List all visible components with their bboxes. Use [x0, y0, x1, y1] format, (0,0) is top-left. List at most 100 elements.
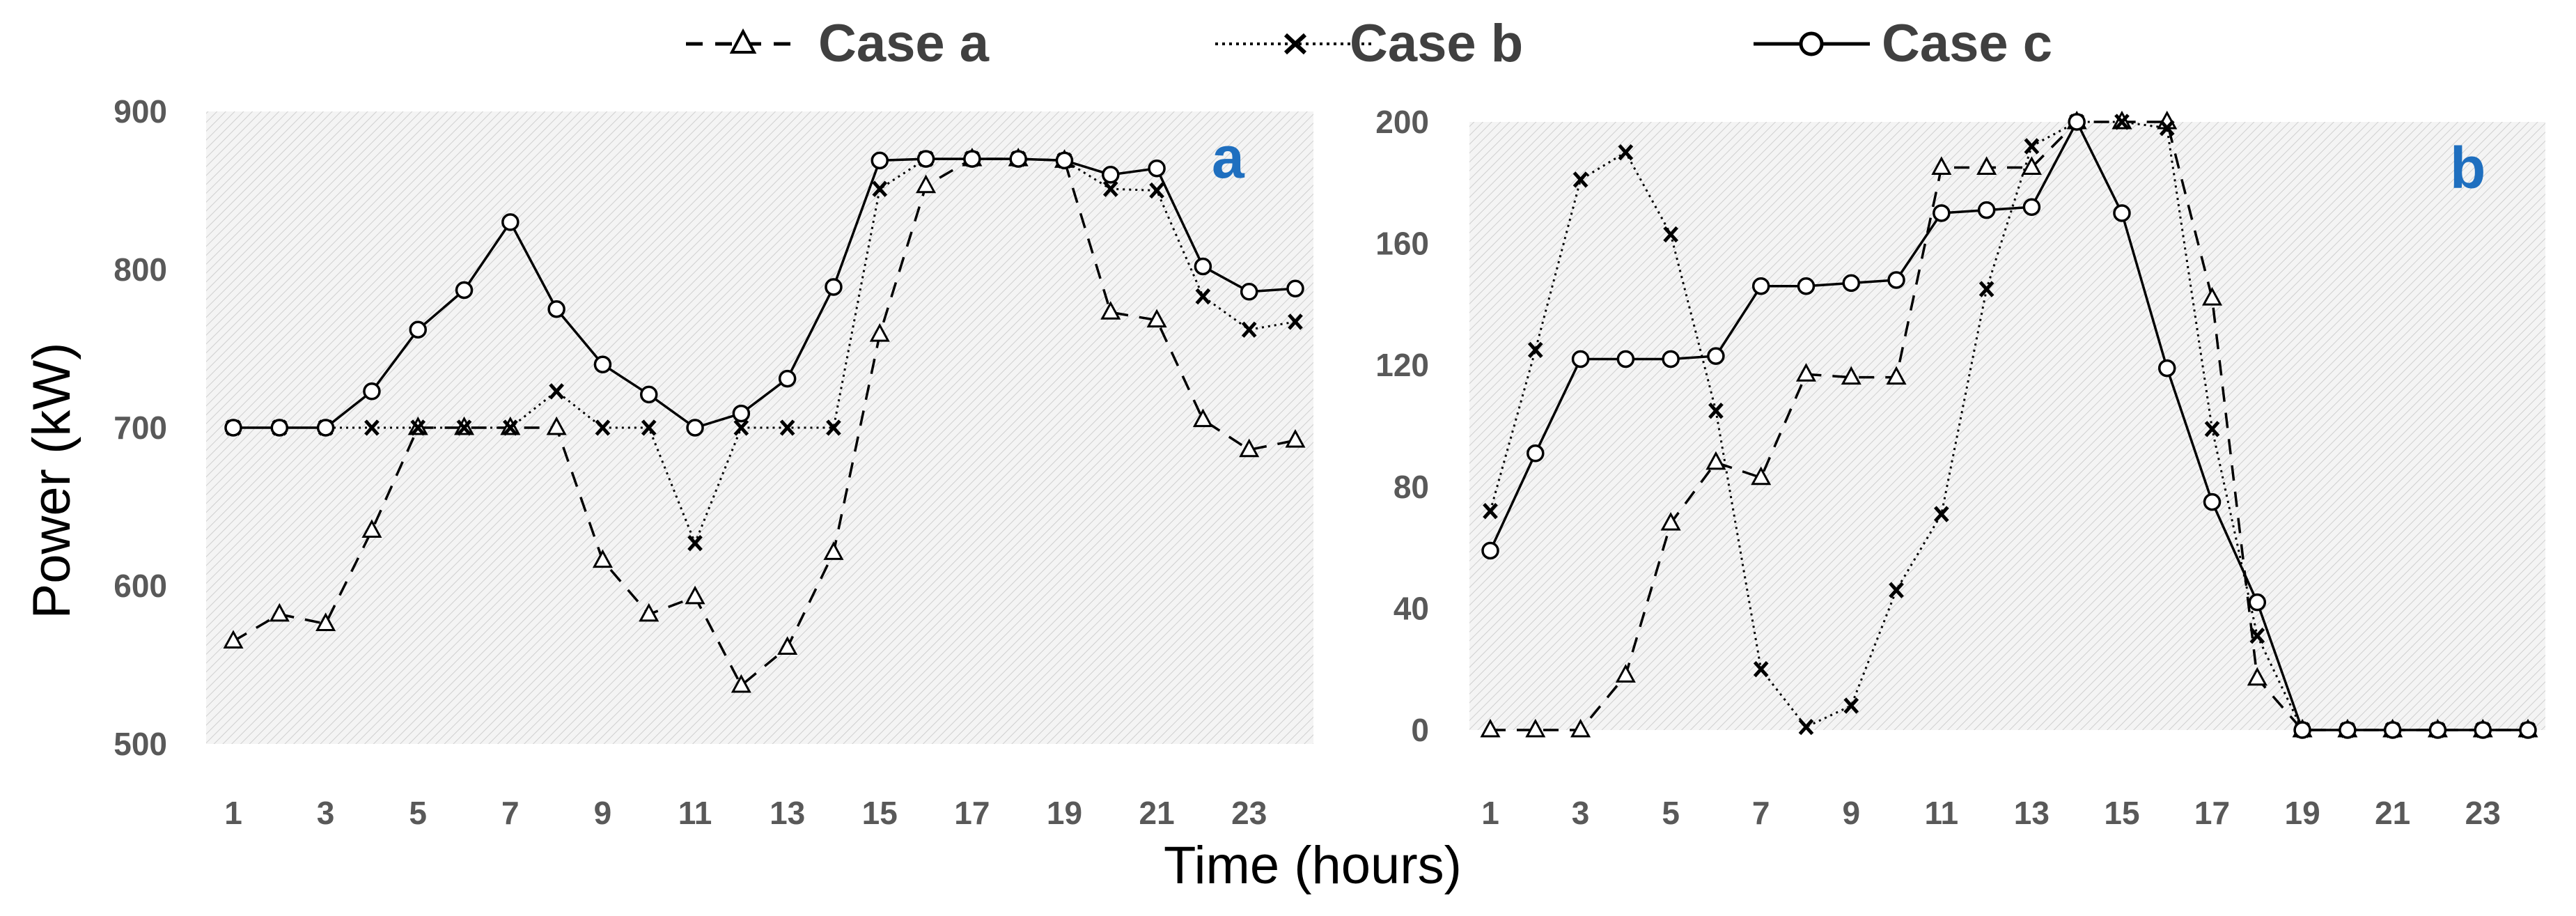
x-tick-label: 21: [1139, 795, 1175, 831]
y-tick-label: 40: [1394, 590, 1429, 626]
data-point-case-c: [1751, 277, 1770, 295]
data-point-case-c: [2248, 593, 2267, 612]
data-point-case-b: [872, 180, 888, 197]
data-point-case-c: [686, 419, 704, 437]
data-point-case-c: [2113, 204, 2131, 222]
data-point-case-b: [2114, 114, 2130, 130]
data-point-case-b: [1663, 226, 1678, 243]
x-tick-label: 7: [501, 795, 520, 831]
data-point-case-c: [1194, 257, 1212, 276]
data-point-case-c: [732, 404, 751, 423]
x-marker-icon: [1283, 33, 1307, 55]
data-point-case-c: [916, 150, 935, 168]
data-point-case-c: [316, 419, 335, 437]
data-point-case-a: [1100, 301, 1121, 320]
data-point-case-a: [1795, 363, 1817, 382]
y-tick-label: 500: [114, 726, 167, 762]
data-point-case-a: [546, 416, 567, 435]
data-point-case-b: [1798, 718, 1814, 736]
legend-item-case-b: Case b: [1215, 14, 1523, 73]
y-tick-label: 200: [1375, 104, 1429, 140]
data-point-case-c: [1148, 159, 1166, 178]
x-tick-label: 17: [954, 795, 990, 831]
data-point-case-c: [1933, 204, 1951, 222]
legend-label-case-a: Case a: [818, 14, 990, 73]
x-tick-label: 17: [2194, 795, 2230, 831]
x-tick-label: 9: [594, 795, 612, 831]
data-point-case-a: [639, 603, 659, 622]
data-point-case-b: [779, 419, 795, 436]
data-point-case-a: [2247, 667, 2267, 686]
data-point-case-c: [1887, 271, 1905, 289]
data-point-case-c: [2339, 721, 2357, 739]
legend: Case a Case b Case c: [686, 14, 2052, 73]
data-point-case-c: [270, 419, 289, 437]
data-point-case-b: [2024, 138, 2040, 155]
data-point-case-c: [871, 151, 889, 170]
x-tick-label: 19: [2285, 795, 2320, 831]
data-point-case-b: [2204, 421, 2220, 437]
series-b: [1480, 110, 2538, 739]
data-point-case-a: [315, 612, 336, 631]
data-point-case-b: [1572, 171, 1588, 188]
data-point-case-c: [1481, 541, 1499, 560]
legend-label-case-c: Case c: [1882, 14, 2052, 73]
data-point-case-b: [1843, 697, 1859, 714]
data-point-case-c: [2203, 492, 2222, 511]
series-line-case-a: [233, 157, 1296, 688]
data-point-case-a: [1570, 718, 1591, 738]
x-tick-label: 15: [862, 795, 898, 831]
y-tick-label: 80: [1394, 469, 1429, 505]
data-point-case-a: [1705, 451, 1726, 470]
data-point-case-b: [1149, 182, 1164, 199]
data-point-case-c: [224, 419, 242, 437]
data-point-case-c: [1102, 166, 1120, 184]
data-point-case-a: [1239, 438, 1260, 458]
data-point-case-c: [2519, 721, 2537, 739]
x-tick-label: 5: [1662, 795, 1680, 831]
data-point-case-b: [1933, 506, 1949, 522]
x-tick-label: 1: [1481, 795, 1499, 831]
data-point-case-a: [1525, 718, 1546, 738]
data-point-case-a: [1146, 309, 1167, 328]
x-tick-label: 19: [1047, 795, 1082, 831]
legend-label-case-b: Case b: [1350, 14, 1523, 73]
triangle-marker-icon: [729, 28, 757, 54]
data-point-case-b: [2249, 628, 2265, 644]
data-point-case-b: [549, 383, 564, 400]
data-point-case-c: [2383, 721, 2402, 739]
y-tick-label: 160: [1375, 226, 1429, 262]
y-tick-label: 600: [114, 568, 167, 604]
x-tick-label: 23: [1231, 795, 1267, 831]
x-ticks-b: 1 3 5 7 9 11 13 15 17 19 21 23: [1481, 795, 2501, 831]
x-tick-label: 13: [2014, 795, 2050, 831]
data-point-case-c: [1707, 347, 1725, 365]
x-tick-label: 23: [2465, 795, 2501, 831]
data-point-case-b: [502, 419, 518, 436]
data-point-case-a: [1615, 664, 1636, 683]
data-point-case-c: [2068, 113, 2086, 131]
data-point-case-a: [869, 323, 890, 342]
data-point-case-c: [2157, 359, 2176, 378]
data-point-case-c: [1616, 350, 1635, 368]
x-tick-label: 11: [678, 795, 712, 831]
data-point-case-c: [1842, 274, 1861, 293]
data-point-case-a: [1192, 408, 1213, 428]
data-point-case-a: [1841, 366, 1861, 385]
data-point-case-a: [361, 519, 382, 538]
x-tick-label: 3: [317, 795, 335, 831]
x-tick-label: 21: [2375, 795, 2410, 831]
data-point-case-b: [1241, 321, 1257, 338]
data-point-case-a: [823, 541, 844, 560]
legend-item-case-a: Case a: [686, 14, 990, 73]
data-point-case-a: [223, 630, 244, 649]
data-point-case-c: [547, 300, 565, 318]
data-point-case-b: [595, 419, 611, 436]
data-point-case-b: [2159, 120, 2175, 137]
data-point-case-c: [639, 385, 658, 404]
circle-marker-icon: [1799, 31, 1824, 56]
panel-label-b: b: [2450, 135, 2485, 201]
